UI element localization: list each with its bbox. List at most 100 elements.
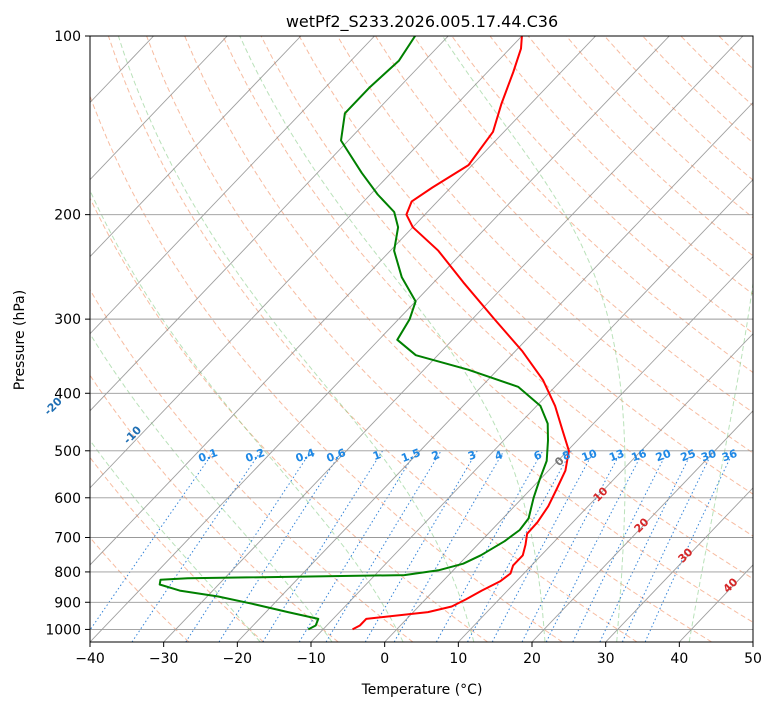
dry-adiabat [451, 36, 753, 334]
isotherm [679, 564, 753, 642]
dry-adiabat [90, 197, 488, 642]
chart-title: wetPf2_S233.2026.005.17.44.C36 [286, 12, 558, 32]
mixing-ratio-label: 1 [371, 448, 383, 463]
moist-adiabat [442, 36, 626, 642]
mixing-ratio-line [467, 450, 572, 642]
mixing-ratio-label: 0.6 [325, 446, 348, 465]
mixing-ratio-line [131, 450, 262, 642]
isotherm [90, 36, 670, 642]
dry-adiabat [184, 36, 753, 623]
dry-adiabat [565, 36, 753, 219]
data-series [158, 36, 570, 631]
mixing-ratio-label: 8 [561, 448, 573, 463]
mixing-ratio-label: 2 [430, 448, 442, 463]
mixing-ratio-line [572, 450, 669, 642]
mixing-ratio-line [621, 450, 714, 642]
moist-adiabat [117, 36, 475, 642]
y-tick-label: 400 [54, 386, 81, 402]
dry-adiabat [222, 36, 753, 580]
dry-adiabat [527, 36, 753, 257]
y-tick-label: 700 [54, 531, 81, 547]
isotherm [237, 101, 753, 642]
mixing-ratio-line [435, 450, 544, 642]
y-tick-label: 600 [54, 491, 81, 507]
isotherm [90, 36, 449, 412]
isotherm [90, 36, 228, 181]
isotherm [384, 256, 753, 642]
mixing-ratio-label: 36 [720, 447, 739, 465]
dry-adiabat [336, 36, 753, 454]
mixing-ratio-label: 0.2 [244, 446, 267, 465]
y-tick-label: 900 [54, 595, 81, 611]
y-tick-label: 100 [54, 29, 81, 45]
moist-adiabat-label: 30 [676, 545, 696, 565]
x-tick-label: −40 [75, 651, 105, 667]
dewpoint-line [158, 36, 549, 631]
dry-adiabat [90, 288, 414, 642]
isotherm [0, 36, 6, 642]
mixing-ratio-label: 0.1 [197, 446, 220, 465]
dry-adiabat [298, 36, 753, 495]
mixing-ratio-label: 1.5 [399, 446, 422, 465]
mixing-ratio-label: 0.4 [294, 446, 317, 465]
moist-adiabat-label: 20 [632, 515, 652, 535]
moist-adiabat [688, 280, 753, 642]
y-tick-label: 1000 [45, 622, 81, 638]
mixing-ratio-line [262, 450, 384, 642]
dry-adiabat [90, 536, 190, 642]
mixing-ratio-label: 13 [607, 447, 626, 464]
mixing-ratio-line [521, 450, 622, 642]
isotherm [90, 36, 596, 566]
moist-adiabat [90, 189, 404, 642]
x-tick-label: 0 [380, 651, 389, 667]
dry-adiabat [90, 456, 264, 642]
y-axis-label: Pressure (hPa) [12, 290, 28, 390]
isotherm [752, 641, 753, 642]
y-tick-label: 500 [54, 444, 81, 460]
mixing-ratio-label: 20 [654, 447, 673, 465]
plot-frame [89, 35, 754, 643]
dry-adiabat-label: -10 [121, 423, 144, 446]
isotherm [458, 333, 753, 642]
dry-adiabat [146, 36, 712, 642]
x-tick-label: 40 [670, 651, 688, 667]
mixing-ratio-label: 16 [630, 447, 649, 465]
line-labels: -100-90-80-70-60-50-40-30-20-10010203040… [42, 395, 741, 596]
dry-adiabat [489, 36, 753, 295]
dry-adiabat [90, 94, 563, 642]
mixing-ratio-label: 3 [466, 448, 478, 463]
isotherm [310, 178, 753, 642]
dry-adiabat [375, 36, 753, 413]
moist-adiabat [90, 439, 261, 642]
x-axis-label: Temperature (°C) [361, 682, 483, 698]
x-tick-label: 20 [523, 651, 541, 667]
isotherm [531, 410, 753, 642]
mixing-ratio-line [325, 450, 442, 642]
moist-adiabat [90, 332, 333, 642]
dry-adiabat [107, 36, 638, 642]
isotherm [90, 36, 375, 335]
mixing-ratio-label: 30 [699, 447, 718, 465]
dry-adiabat [413, 36, 753, 374]
axes: −40 −30 −20 −10 0 10 20 30 40 50 1000 900 800 700 600 5… [45, 29, 762, 667]
mixing-ratio-line [185, 450, 312, 642]
mixing-ratio-line [218, 450, 343, 642]
isotherm [163, 36, 744, 642]
x-tick-label: 10 [449, 651, 467, 667]
x-tick-label: 50 [744, 651, 762, 667]
x-tick-label: −30 [149, 651, 179, 667]
dry-adiabat [757, 36, 775, 642]
x-tick-label: −20 [223, 651, 253, 667]
mixing-ratio-label: 10 [580, 447, 599, 465]
mixing-ratio-line [90, 450, 215, 631]
x-tick-label: −10 [296, 651, 326, 667]
dry-adiabat [680, 36, 753, 107]
y-tick-label: 200 [54, 208, 81, 224]
moist-adiabat-label: 10 [591, 484, 611, 504]
background-lines [0, 36, 775, 642]
dry-adiabat [718, 36, 753, 70]
isotherm [90, 36, 302, 258]
mixing-ratio-line [644, 450, 735, 642]
y-tick-label: 300 [54, 312, 81, 328]
